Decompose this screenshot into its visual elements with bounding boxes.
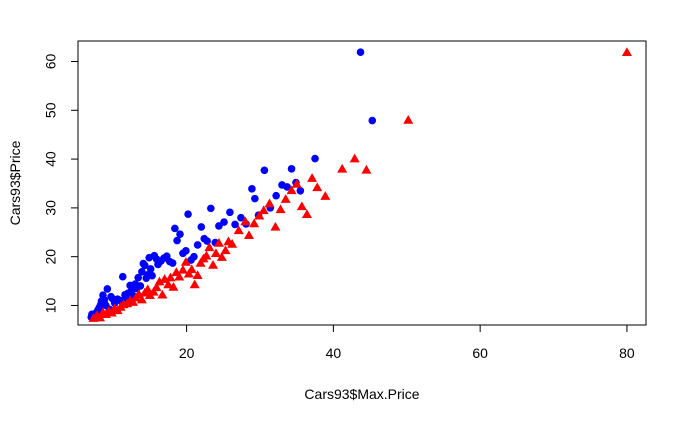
data-point-circle (356, 48, 365, 57)
data-point-triangle (291, 178, 302, 188)
x-tick-label: 80 (619, 345, 635, 361)
y-axis-label: Cars93$Price (7, 140, 23, 225)
data-point-triangle (192, 270, 203, 279)
data-point-triangle (195, 258, 206, 267)
x-axis-label: Cars93$Max.Price (304, 386, 419, 402)
x-tick-label: 40 (326, 345, 342, 361)
data-point-triangle (174, 271, 185, 281)
data-point-circle (176, 230, 184, 239)
data-point-triangle (95, 312, 106, 322)
y-tick-label: 20 (43, 249, 59, 265)
x-tick-label: 60 (472, 345, 488, 361)
data-point-triangle (183, 268, 194, 278)
data-points (87, 47, 632, 322)
data-point-triangle (275, 204, 286, 214)
data-point-triangle (208, 259, 219, 269)
data-point-circle (248, 185, 256, 193)
data-point-triangle (349, 153, 360, 163)
data-point-triangle (201, 250, 212, 260)
data-point-triangle (154, 276, 165, 286)
data-point-triangle (307, 173, 318, 182)
data-point-triangle (148, 286, 159, 296)
data-point-circle (134, 273, 142, 282)
data-point-circle (296, 187, 305, 195)
data-point-triangle (204, 242, 215, 252)
data-point-circle (220, 218, 228, 226)
x-axis: 20 40 60 80 (179, 324, 635, 361)
data-point-triangle (106, 307, 117, 317)
x-tick-label: 20 (179, 345, 195, 361)
data-point-triangle (258, 205, 269, 215)
data-point-circle (118, 272, 127, 281)
data-point-circle (283, 183, 291, 191)
data-point-triangle (177, 264, 188, 274)
data-point-triangle (227, 238, 238, 248)
data-point-triangle (296, 201, 307, 211)
data-point-triangle (286, 185, 297, 195)
data-point-triangle (301, 209, 312, 218)
data-point-triangle (220, 245, 231, 255)
data-point-circle (190, 252, 198, 261)
data-point-circle (193, 241, 202, 249)
data-point-triangle (165, 272, 176, 282)
data-point-circle (368, 116, 377, 125)
data-point-triangle (337, 163, 348, 173)
data-point-triangle (216, 252, 227, 261)
data-point-circle (138, 268, 146, 276)
data-point-triangle (189, 279, 200, 289)
data-point-circle (148, 271, 156, 280)
y-axis: 10 20 30 40 50 60 (43, 53, 79, 313)
data-point-circle (272, 191, 280, 200)
data-point-triangle (168, 281, 179, 291)
data-point-triangle (249, 218, 260, 228)
data-point-circle (171, 224, 179, 233)
data-point-triangle (243, 230, 254, 239)
data-point-circle (136, 282, 145, 290)
y-tick-label: 10 (43, 297, 59, 313)
data-point-triangle (320, 191, 331, 200)
data-point-circle (251, 194, 259, 203)
data-point-circle (215, 222, 223, 230)
data-point-circle (237, 213, 245, 222)
data-point-triangle (213, 238, 224, 247)
data-point-triangle (233, 225, 244, 235)
y-tick-label: 30 (43, 200, 59, 216)
data-point-circle (311, 154, 319, 163)
data-point-circle (207, 204, 215, 213)
data-point-triangle (280, 194, 291, 203)
data-point-circle (226, 208, 234, 217)
data-point-circle (231, 220, 239, 229)
data-point-circle (146, 265, 155, 273)
data-point-triangle (186, 264, 197, 274)
data-point-triangle (163, 279, 174, 289)
data-point-triangle (128, 297, 139, 306)
y-tick-label: 40 (43, 151, 59, 167)
data-point-circle (287, 165, 296, 173)
data-point-triangle (151, 282, 162, 292)
data-point-circle (173, 236, 181, 245)
data-point-circle (197, 223, 206, 231)
data-point-triangle (157, 289, 168, 299)
data-point-triangle (254, 210, 265, 220)
data-point-triangle (361, 164, 372, 174)
data-point-triangle (180, 257, 191, 266)
data-point-triangle (210, 248, 221, 258)
data-point-triangle (270, 221, 281, 231)
data-point-triangle (621, 47, 632, 56)
data-point-triangle (264, 198, 275, 208)
data-point-triangle (403, 115, 414, 124)
y-tick-label: 50 (43, 102, 59, 118)
data-point-circle (260, 166, 269, 175)
data-point-circle (140, 261, 149, 270)
y-tick-label: 60 (43, 53, 59, 69)
data-point-circle (184, 210, 192, 219)
data-point-circle (168, 259, 177, 267)
data-point-circle (182, 247, 190, 255)
data-point-triangle (312, 182, 323, 192)
data-point-circle (103, 285, 112, 293)
data-point-triangle (240, 216, 251, 226)
data-point-triangle (136, 294, 147, 304)
